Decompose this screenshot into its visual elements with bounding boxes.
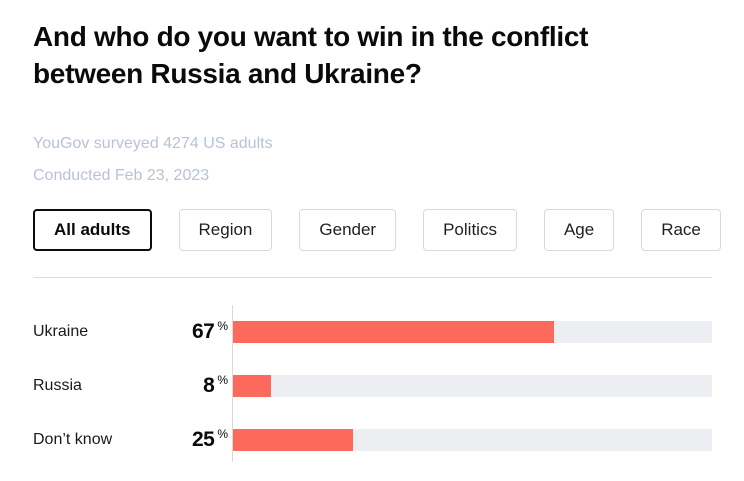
page-title-line-1: And who do you want to win in the confli… [33,21,589,52]
percent-sign: % [217,427,228,441]
bar-label: Don’t know [33,431,113,448]
bar-value: 25 % [173,427,228,451]
section-divider [33,277,712,278]
bar-value-number: 67 [191,320,215,343]
tab-region[interactable]: Region [178,209,273,251]
bar-row-russia: Russia 8 % [33,373,712,397]
tab-all-adults[interactable]: All adults [33,209,152,251]
chart-axis-line [232,305,233,462]
bar-row-dont-know: Don’t know 25 % [33,427,712,451]
bar-value: 67 % [173,319,228,343]
percent-sign: % [217,373,228,387]
bar-row-ukraine: Ukraine 67 % [33,319,712,343]
bar-value-number: 8 [203,374,215,397]
demographic-tabs: All adults Region Gender Politics Age Ra… [33,209,721,251]
bar-chart: Ukraine 67 % Russia 8 % Don’t know 25 [33,305,712,462]
survey-source-text: YouGov surveyed 4274 US adults [33,135,273,152]
bar-label: Ukraine [33,323,89,340]
bar-value: 8 % [173,373,228,397]
survey-date-text: Conducted Feb 23, 2023 [33,167,210,184]
tab-age[interactable]: Age [543,209,615,251]
bar-fill [233,375,272,397]
tab-gender[interactable]: Gender [299,209,397,251]
bar-label: Russia [33,377,82,394]
tab-politics[interactable]: Politics [423,209,517,251]
percent-sign: % [217,319,228,333]
bar-track [233,429,712,451]
tab-race[interactable]: Race [641,209,721,251]
survey-widget: And who do you want to win in the confli… [33,18,721,462]
page-title: And who do you want to win in the confli… [33,18,712,92]
page-title-line-2: between Russia and Ukraine? [33,58,422,89]
bar-track [233,375,712,397]
bar-fill [233,429,353,451]
bar-track [233,321,712,343]
bar-value-number: 25 [191,428,215,451]
bar-fill [233,321,554,343]
